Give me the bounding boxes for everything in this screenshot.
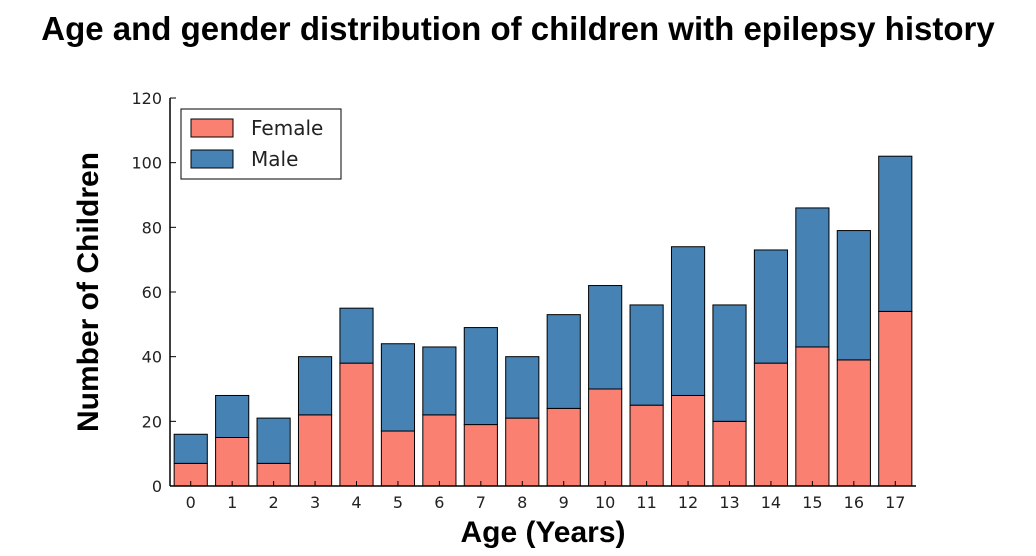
bar-male-7 (463, 327, 498, 426)
y-tick-label: 0 (152, 477, 162, 496)
bars-group (173, 155, 913, 487)
y-tick-label: 100 (131, 154, 162, 173)
x-tick-label: 10 (595, 493, 615, 512)
bar-male-2 (256, 417, 291, 464)
bar-female-13 (712, 420, 747, 487)
x-tick-label: 8 (517, 493, 527, 512)
bar-female-9 (546, 407, 581, 487)
bar-male-1 (215, 394, 250, 439)
y-axis-title: Number of Children (72, 152, 105, 432)
bar-female-17 (878, 310, 913, 487)
y-tick-label: 20 (142, 412, 162, 431)
bar-male-10 (588, 285, 623, 390)
bar-female-5 (380, 430, 416, 487)
bar-female-1 (215, 437, 250, 487)
bar-male-4 (339, 307, 374, 364)
bar-female-16 (836, 359, 871, 487)
legend-swatch-male (190, 149, 234, 169)
x-tick-label: 17 (885, 493, 905, 512)
bar-female-14 (753, 362, 789, 487)
bar-female-3 (297, 414, 333, 487)
legend-label-male: Male (251, 147, 298, 171)
bar-female-4 (339, 362, 374, 487)
bar-female-7 (463, 424, 498, 487)
bar-female-12 (670, 394, 706, 487)
bar-male-13 (712, 304, 747, 422)
bar-male-15 (795, 207, 830, 348)
y-tick-label: 80 (142, 218, 162, 237)
x-tick-label: 16 (844, 493, 864, 512)
x-tick-label: 9 (559, 493, 569, 512)
bar-male-11 (629, 304, 664, 406)
x-tick-label: 5 (393, 493, 403, 512)
bar-male-16 (836, 230, 871, 361)
x-tick-label: 14 (761, 493, 781, 512)
bar-male-17 (878, 155, 913, 312)
bar-female-11 (629, 404, 664, 487)
x-tick-label: 0 (186, 493, 196, 512)
x-tick-label: 13 (719, 493, 739, 512)
bar-male-0 (173, 433, 208, 464)
y-tick-label: 120 (131, 89, 162, 108)
bar-male-14 (753, 249, 789, 364)
x-axis-title: Age (Years) (460, 516, 625, 549)
x-tick-label: 3 (310, 493, 320, 512)
bar-male-5 (380, 343, 416, 432)
bar-male-9 (546, 314, 581, 409)
bar-male-6 (422, 346, 457, 416)
bar-male-8 (505, 356, 540, 419)
x-tick-label: 7 (476, 493, 486, 512)
x-tick-label: 2 (269, 493, 279, 512)
x-tick-label: 12 (678, 493, 698, 512)
legend-label-female: Female (251, 116, 323, 140)
y-tick-label: 60 (142, 283, 162, 302)
bar-female-8 (505, 417, 540, 487)
x-tick-label: 11 (636, 493, 656, 512)
legend: Female Male (180, 108, 342, 180)
bar-female-10 (588, 388, 623, 487)
chart-title: Age and gender distribution of children … (41, 10, 995, 47)
x-tick-label: 6 (434, 493, 444, 512)
bar-female-6 (422, 414, 457, 487)
x-tick-label: 4 (351, 493, 361, 512)
y-tick-label: 40 (142, 348, 162, 367)
x-tick-label: 15 (802, 493, 822, 512)
bar-female-15 (795, 346, 830, 487)
bar-male-3 (297, 356, 333, 416)
bar-male-12 (670, 246, 706, 396)
x-tick-label: 1 (227, 493, 237, 512)
legend-swatch-female (190, 118, 234, 138)
